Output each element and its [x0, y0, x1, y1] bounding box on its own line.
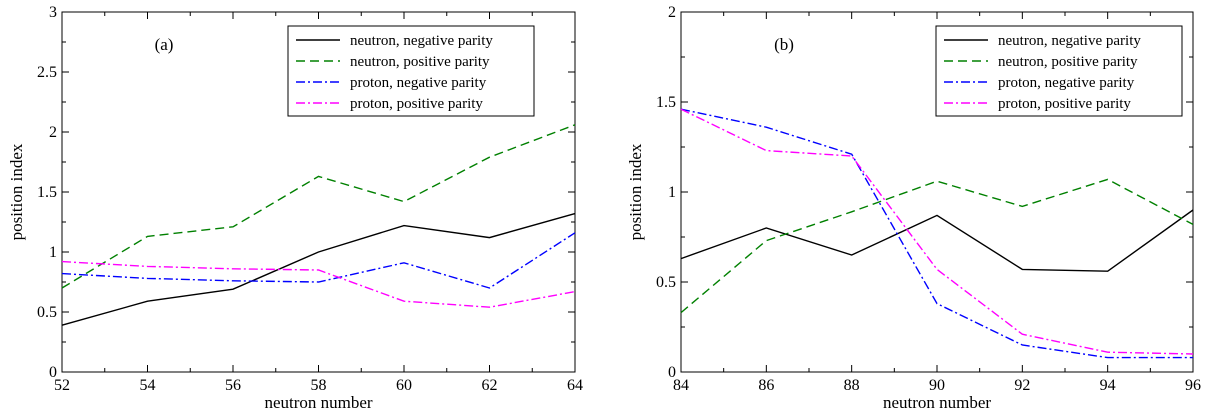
y-tick-label: 3: [49, 4, 57, 21]
series-line-2: [61, 124, 576, 289]
y-tick-label: 1.5: [37, 184, 57, 201]
x-tick-label: 56: [225, 377, 241, 394]
legend-entry: neutron, positive parity: [998, 54, 1138, 70]
legend-entry: proton, negative parity: [998, 75, 1135, 91]
legend: neutron, negative parity neutron, positiv…: [935, 25, 1183, 117]
x-tick-label: 62: [482, 377, 498, 394]
panel-a: 52 54 56 58 60 62 64 0 0.5 1 1.5 2 2.5 3 neutron numbe…: [7, 4, 583, 412]
x-tick-label: 96: [1185, 377, 1201, 394]
panel-label: (b): [774, 35, 794, 54]
legend-entry: proton, positive parity: [350, 96, 483, 112]
y-tick-label: 2: [668, 4, 676, 21]
y-axis-label: position index: [626, 143, 645, 240]
x-tick-label: 54: [140, 377, 156, 394]
legend-entry: proton, positive parity: [998, 96, 1131, 112]
x-tick-label: 92: [1014, 377, 1030, 394]
y-tick-label: 0: [668, 364, 676, 381]
legend-box: [287, 25, 535, 117]
series-line-3: [680, 108, 1193, 359]
panel-b: 84 86 88 90 92 94 96 0 0.5 1 1.5 2 neutron number pos…: [626, 4, 1201, 412]
x-tick-label: 86: [758, 377, 774, 394]
x-tick-label: 58: [311, 377, 327, 394]
x-axis-label: neutron number: [883, 393, 991, 412]
panel-label: (a): [155, 35, 174, 54]
x-axis-label: neutron number: [264, 393, 372, 412]
y-tick-label: 0: [49, 364, 57, 381]
series-line-1: [680, 209, 1194, 272]
y-tick-label: 2.5: [37, 64, 57, 81]
series-line-4: [680, 108, 1194, 355]
series-line-2: [680, 178, 1194, 314]
y-tick-label: 0.5: [656, 274, 676, 291]
y-tick-label: 1: [49, 244, 57, 261]
y-tick-label: 1: [668, 184, 676, 201]
x-tick-label: 60: [396, 377, 412, 394]
series-line-3: [61, 232, 576, 289]
y-tick-label: 0.5: [37, 304, 57, 321]
x-tick-label: 90: [929, 377, 945, 394]
x-tick-label: 84: [673, 377, 689, 394]
series-line-4: [61, 260, 576, 308]
y-tick-label: 1.5: [656, 94, 676, 111]
x-tick-label: 52: [54, 377, 70, 394]
x-tick-label: 64: [567, 377, 583, 394]
y-axis-label: position index: [7, 143, 26, 240]
legend-entry: neutron, negative parity: [998, 33, 1141, 49]
series-line-1: [61, 212, 576, 326]
legend-box: [935, 25, 1183, 117]
x-tick-label: 88: [844, 377, 860, 394]
legend-entry: neutron, positive parity: [350, 54, 490, 70]
legend-entry: neutron, negative parity: [350, 33, 493, 49]
y-tick-label: 2: [49, 124, 57, 141]
legend: neutron, negative parity neutron, positiv…: [287, 25, 535, 117]
legend-entry: proton, negative parity: [350, 75, 487, 91]
x-tick-label: 94: [1100, 377, 1116, 394]
